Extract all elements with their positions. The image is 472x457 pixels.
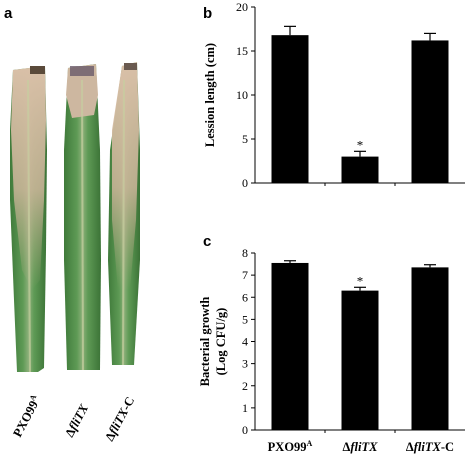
y-axis-title-line2: (Log CFU/g)	[214, 308, 228, 376]
leaf-label-0-superscript: A	[28, 393, 39, 403]
x-category-label-2: ΔfliTX-C	[406, 440, 454, 454]
y-tick-label: 5	[242, 132, 248, 146]
y-tick-label: 4	[242, 335, 248, 349]
y-tick-label: 5	[242, 312, 248, 326]
panel-label-a: a	[4, 5, 13, 22]
y-tick-label: 0	[242, 423, 248, 437]
x-category-label-1-text: Δ	[343, 440, 351, 454]
significance-marker: *	[357, 137, 364, 152]
y-axis-title: Lession length (cm)	[203, 43, 217, 147]
y-tick-label: 20	[236, 0, 248, 14]
leaf-label-2: ΔfliTX-C	[102, 394, 137, 443]
bar	[341, 156, 379, 183]
bar	[271, 35, 309, 183]
y-tick-label: 6	[242, 290, 248, 304]
x-category-label-0: PXO99A	[268, 439, 313, 454]
x-category-label-2-text: Δ	[406, 440, 414, 454]
x-category-label-2-italic: fliTX	[414, 440, 442, 454]
bar	[411, 40, 449, 183]
y-tick-label: 1	[242, 401, 248, 415]
x-category-label-2-suffix: -C	[441, 440, 454, 454]
y-axis-title-line1: Bacterial growth	[198, 297, 212, 387]
y-tick-label: 7	[242, 268, 248, 282]
y-tick-label: 15	[236, 44, 248, 58]
leaf-label-1: ΔfliTX	[62, 401, 91, 439]
x-category-label-1-italic: fliTX	[350, 440, 378, 454]
significance-marker: *	[357, 273, 364, 288]
leaf-label-1-italic: fliTX	[66, 401, 91, 432]
panel-label-c: c	[203, 233, 211, 250]
leaf-dflitx	[64, 64, 101, 371]
y-tick-label: 10	[236, 88, 248, 102]
leaf-label-2-suffix: -C	[119, 394, 138, 412]
x-axis-labels: PXO99A ΔfliTX ΔfliTX-C	[268, 439, 454, 454]
chart-bacterial-growth: 0 1 2 3 4 5 6 7 8 * Bacterial growth (Log CFU/g)	[198, 246, 465, 437]
x-category-label-1: ΔfliTX	[343, 440, 379, 454]
bar	[271, 262, 309, 430]
y-tick-label: 8	[242, 246, 248, 260]
bar	[411, 267, 449, 430]
y-tick-label: 3	[242, 357, 248, 371]
chart-lesion-length: 0 5 10 15 20 * Lession length (cm)	[203, 0, 465, 190]
x-category-label-0-text: PXO99	[268, 440, 307, 454]
leaf-dflitx-c	[108, 62, 140, 366]
leaf-label-0: PXO99A	[9, 393, 43, 440]
leaf-pxo99a	[10, 66, 47, 373]
y-tick-label: 0	[242, 176, 248, 190]
leaf-labels: PXO99A ΔfliTX ΔfliTX-C	[9, 393, 137, 444]
panel-label-b: b	[203, 5, 212, 22]
bar	[341, 290, 379, 430]
y-tick-label: 2	[242, 379, 248, 393]
leaf-photograph	[10, 62, 140, 373]
leaf-label-0-text: PXO99	[10, 398, 41, 439]
x-category-label-0-superscript: A	[307, 439, 313, 448]
